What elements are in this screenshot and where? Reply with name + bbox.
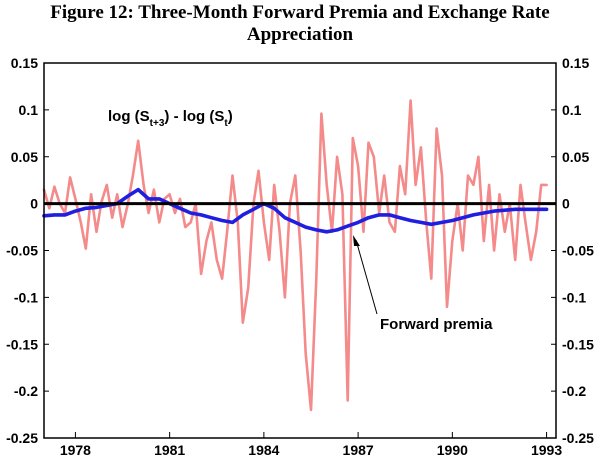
left-y-tick-label: -0.25 bbox=[6, 430, 38, 446]
forward-premia-label: Forward premia bbox=[380, 316, 493, 333]
forward-premia-arrow bbox=[355, 239, 378, 315]
x-tick-label: 1981 bbox=[154, 442, 185, 458]
x-tick-label: 1978 bbox=[60, 442, 91, 458]
x-tick-label: 1984 bbox=[248, 442, 279, 458]
right-y-tick-label: -0.15 bbox=[562, 336, 594, 352]
appreciation-label-sub1: t+3 bbox=[150, 118, 165, 129]
forward-series-line bbox=[42, 187, 549, 234]
left-y-axis-ticks: 0.15 0.1 0.05 0 -0.05 -0.1 -0.15 -0.2 -0.25 bbox=[6, 55, 49, 446]
left-y-tick-label: 0.1 bbox=[19, 102, 39, 118]
left-y-tick-label: -0.2 bbox=[14, 383, 38, 399]
left-y-tick-label: -0.05 bbox=[6, 243, 38, 259]
appreciation-series-line bbox=[42, 99, 548, 412]
left-y-tick-label: -0.1 bbox=[14, 289, 38, 305]
appreciation-label-suffix: ) bbox=[228, 108, 233, 125]
chart-title-line2: Appreciation bbox=[246, 24, 354, 45]
x-tick-label: 1987 bbox=[343, 442, 374, 458]
series-layer bbox=[42, 99, 549, 412]
right-y-tick-label: -0.1 bbox=[562, 289, 586, 305]
right-y-axis-ticks: 0.15 0.1 0.05 0 -0.05 -0.1 -0.15 -0.2 -0.25 bbox=[551, 55, 594, 446]
left-y-tick-label: 0.15 bbox=[11, 55, 38, 71]
appreciation-label: log (St+3) - log (St) bbox=[108, 108, 233, 129]
right-y-tick-label: 0.1 bbox=[562, 102, 582, 118]
x-tick-label: 1990 bbox=[437, 442, 468, 458]
x-axis-ticks: 1978 1981 1984 1987 1990 1993 bbox=[60, 432, 562, 458]
plot-frame bbox=[43, 62, 557, 439]
chart-title-line1: Figure 12: Three-Month Forward Premia an… bbox=[50, 2, 550, 23]
appreciation-label-mid: ) - log (S bbox=[164, 108, 224, 125]
left-y-tick-label: 0 bbox=[30, 196, 38, 212]
right-y-tick-label: 0 bbox=[562, 196, 570, 212]
forward-premia-arrowhead bbox=[353, 235, 360, 246]
appreciation-label-prefix: log (S bbox=[108, 108, 150, 125]
right-y-tick-label: 0.05 bbox=[562, 149, 589, 165]
appreciation-label-sub2: t bbox=[224, 118, 228, 129]
right-y-tick-label: 0.15 bbox=[562, 55, 589, 71]
left-y-tick-label: -0.15 bbox=[6, 336, 38, 352]
right-y-tick-label: -0.05 bbox=[562, 243, 594, 259]
right-y-tick-label: -0.25 bbox=[562, 430, 594, 446]
left-y-tick-label: 0.05 bbox=[11, 149, 38, 165]
chart-title: Figure 12: Three-Month Forward Premia an… bbox=[0, 2, 600, 46]
right-y-tick-label: -0.2 bbox=[562, 383, 586, 399]
x-tick-label: 1993 bbox=[531, 442, 562, 458]
